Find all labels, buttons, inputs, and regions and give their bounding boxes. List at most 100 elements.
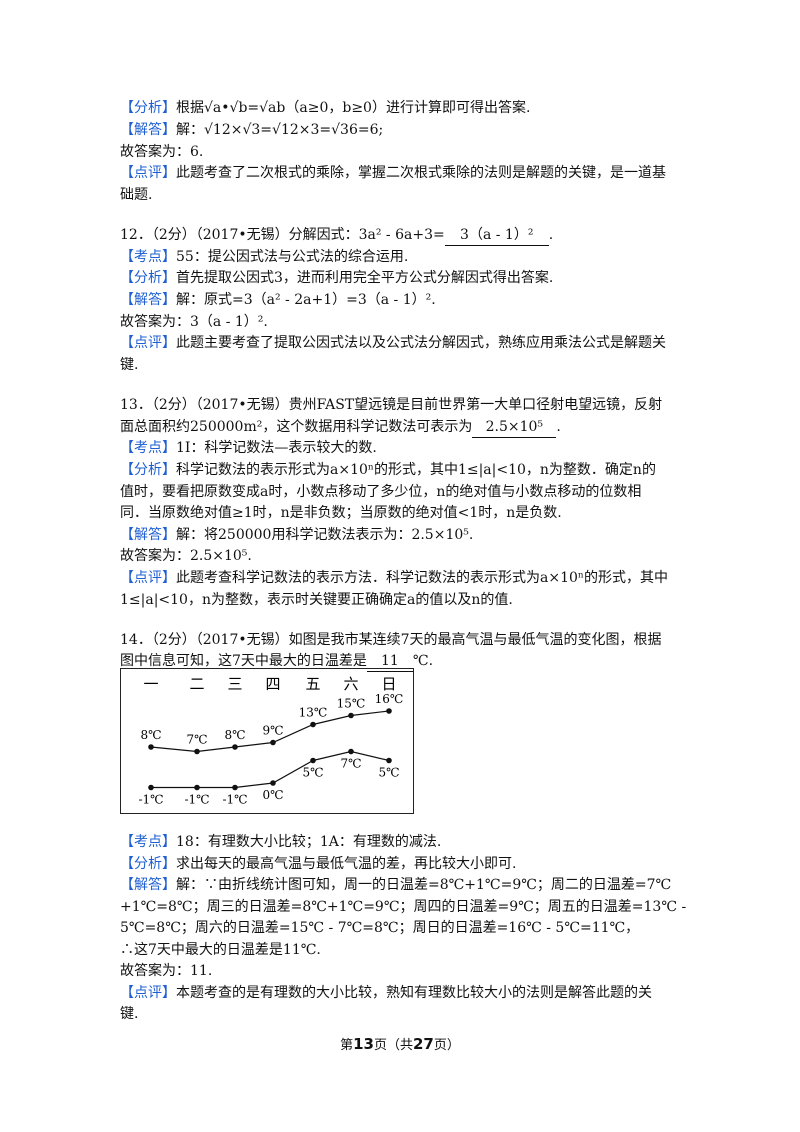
page-footer: 第13页（共27页） <box>0 1034 800 1053</box>
low-temp-label: 0℃ <box>262 788 283 802</box>
day-label: 日 <box>381 675 396 693</box>
q12-point: 【考点】55：提公因式法与公式法的综合运用. <box>120 247 690 267</box>
footer-mid: 页（共 <box>373 1038 413 1053</box>
q12-comment: 【点评】此题主要考查了提取公因式法以及公式法分解因式，熟练应用乘法公式是解题关 <box>120 333 690 353</box>
high-temp-point <box>386 708 392 714</box>
high-temp-label: 13℃ <box>299 706 328 720</box>
comment-tag: 【点评】 <box>120 985 176 1001</box>
q13-analysis-cont-1: 值时，要看把原数变成a时，小数点移动了多少位，n的绝对值与小数点移动的位数相 <box>120 484 642 500</box>
stem-text: 图中信息可知，这7天中最大的日温差是 <box>120 653 367 669</box>
low-temp-point <box>348 748 354 755</box>
q14-comment: 【点评】本题考查的是有理数的大小比较，熟知有理数比较大小的法则是解答此题的关 <box>120 983 690 1003</box>
low-temp-label: -1℃ <box>138 793 163 807</box>
stem-text: 面总面积约250000m²，这个数据用科学记数法可表示为 <box>120 419 473 435</box>
q14-solution-cont-1: +1℃=8℃；周三的日温差=8℃+1℃=9℃；周四的日温差=9℃；周五的日温差=… <box>120 899 687 915</box>
low-temp-point <box>386 757 392 764</box>
temperature-chart-svg: 一 二 三 四 五 六 日 8℃ 7℃ 8℃ 9℃ 13℃ 15℃ 16℃ -1℃ -1℃ -1℃ 0℃ 5℃ 7℃ 5… <box>138 675 404 807</box>
day-label: 五 <box>305 675 320 693</box>
high-temp-label: 8℃ <box>224 728 245 742</box>
q14-answer: 故答案为：11. <box>120 963 213 979</box>
q14-solution: 【解答】解：∵由折线统计图可知，周一的日温差=8℃+1℃=9℃；周二的日温差=7… <box>120 875 690 895</box>
low-temp-label: 5℃ <box>302 766 323 780</box>
comment-text: 此题考查了二次根式的乘除，掌握二次根式乘除的法则是解题的关键，是一道基 <box>176 165 666 181</box>
day-label: 六 <box>343 675 358 693</box>
low-temp-point <box>194 784 200 791</box>
q14-conclusion: ∴这7天中最大的日温差是11℃. <box>120 942 321 958</box>
analysis-tag: 【分析】 <box>120 270 176 286</box>
q13-analysis-cont-2: 同．当原数绝对值≥1时，n是非负数；当原数的绝对值<1时，n是负数. <box>120 505 562 521</box>
analysis-text: 求出每天的最高气温与最低气温的差，再比较大小即可. <box>176 856 517 872</box>
day-label: 三 <box>227 675 242 693</box>
high-temp-point <box>348 712 354 719</box>
q14-point: 【考点】18：有理数大小比较；1A：有理数的减法. <box>120 832 690 852</box>
q14-stem-2: 图中信息可知，这7天中最大的日温差是 11 ℃. <box>120 651 690 672</box>
answer-blank: 11 <box>366 651 413 672</box>
comment-tag: 【点评】 <box>120 335 176 351</box>
high-temp-label: 9℃ <box>262 724 283 738</box>
low-temp-point <box>310 757 316 764</box>
low-temp-label: -1℃ <box>222 793 247 807</box>
q13-point: 【考点】1I：科学记数法—表示较大的数. <box>120 438 690 458</box>
q13-comment: 【点评】此题考查科学记数法的表示方法．科学记数法的表示形式为a×10ⁿ的形式，其… <box>120 568 690 588</box>
total-pages: 27 <box>413 1035 434 1053</box>
q11-answer: 故答案为：6. <box>120 144 204 160</box>
analysis-tag: 【分析】 <box>120 856 176 872</box>
stem-text: 12．（2分）（2017•无锡）分解因式：3a² - 6a+3= <box>120 227 445 243</box>
q12-stem: 12．（2分）（2017•无锡）分解因式：3a² - 6a+3= 3（a - 1）… <box>120 225 690 246</box>
q13-comment-cont: 1≤|a|<10，n为整数，表示时关键要正确确定a的值以及n的值. <box>120 592 513 608</box>
q13-stem-1: 13．（2分）（2017•无锡）贵州FAST望远镜是目前世界第一大单口径射电望远… <box>120 397 663 413</box>
high-temp-label: 8℃ <box>140 728 161 742</box>
q13-analysis: 【分析】科学记数法的表示形式为a×10ⁿ的形式，其中1≤|a|<10，n为整数．… <box>120 460 690 480</box>
q13-answer: 故答案为：2.5×10⁵. <box>120 548 252 564</box>
point-text: 18：有理数大小比较；1A：有理数的减法. <box>176 834 442 850</box>
day-label: 二 <box>189 675 204 693</box>
q11-comment: 【点评】此题考查了二次根式的乘除，掌握二次根式乘除的法则是解题的关键，是一道基 <box>120 163 690 183</box>
q11-comment-cont: 础题. <box>120 187 153 203</box>
analysis-tag: 【分析】 <box>120 100 176 116</box>
comment-text: 此题主要考查了提取公因式法以及公式法分解因式，熟练应用乘法公式是解题关 <box>176 335 666 351</box>
comment-text: 本题考查的是有理数的大小比较，熟知有理数比较大小的法则是解答此题的关 <box>176 985 652 1001</box>
point-tag: 【考点】 <box>120 249 176 265</box>
stem-end: ℃. <box>412 653 434 669</box>
high-temp-label: 7℃ <box>186 733 207 747</box>
day-label: 四 <box>265 675 280 693</box>
high-temp-point <box>270 739 276 746</box>
stem-end: . <box>556 419 561 435</box>
q14-comment-cont: 键. <box>120 1006 139 1022</box>
stem-end: . <box>548 227 554 243</box>
solution-text: 解：∵由折线统计图可知，周一的日温差=8℃+1℃=9℃；周二的日温差=7℃ <box>176 877 672 893</box>
page-number: 13 <box>353 1035 374 1053</box>
point-tag: 【考点】 <box>120 834 176 850</box>
answer-blank: 2.5×10⁵ <box>472 417 557 438</box>
q12-answer: 故答案为：3（a - 1）². <box>120 314 268 330</box>
high-temp-label: 15℃ <box>337 697 366 711</box>
analysis-text: 首先提取公因式3，进而利用完全平方公式分解因式得出答案. <box>176 270 554 286</box>
solution-tag: 【解答】 <box>120 122 176 138</box>
solution-text: 解：原式=3（a² - 2a+1）=3（a - 1）². <box>176 292 436 308</box>
high-temp-label: 16℃ <box>375 692 404 706</box>
comment-tag: 【点评】 <box>120 570 176 586</box>
high-temp-point <box>310 721 316 728</box>
low-temp-label: 5℃ <box>378 766 399 780</box>
high-temp-point <box>148 744 154 750</box>
q12-comment-cont: 键. <box>120 357 139 373</box>
q14-stem-1: 14．（2分）（2017•无锡）如图是我市某连续7天的最高气温与最低气温的变化图… <box>120 632 662 648</box>
temperature-chart: 一 二 三 四 五 六 日 8℃ 7℃ 8℃ 9℃ 13℃ 15℃ 16℃ -1℃ -1℃ -1℃ 0℃ 5℃ 7℃ 5… <box>120 668 414 814</box>
footer-prefix: 第 <box>340 1038 354 1053</box>
solution-text: 解：√12×√3=√12×3=√36=6; <box>176 122 384 138</box>
low-temp-point <box>148 784 154 791</box>
solution-tag: 【解答】 <box>120 292 176 308</box>
analysis-text: 根据√a•√b=√ab（a≥0，b≥0）进行计算即可得出答案. <box>176 100 531 116</box>
solution-tag: 【解答】 <box>120 877 176 893</box>
analysis-tag: 【分析】 <box>120 462 176 478</box>
analysis-text: 科学记数法的表示形式为a×10ⁿ的形式，其中1≤|a|<10，n为整数．确定n的 <box>176 462 656 478</box>
q14-solution-cont-2: 5℃=8℃；周六的日温差=15℃ - 7℃=8℃；周日的日温差=16℃ - 5℃… <box>120 920 640 936</box>
low-temp-point <box>232 784 238 791</box>
low-temp-label: -1℃ <box>184 793 209 807</box>
comment-text: 此题考查科学记数法的表示方法．科学记数法的表示形式为a×10ⁿ的形式，其中 <box>176 570 668 586</box>
q13-stem-2: 面总面积约250000m²，这个数据用科学记数法可表示为 2.5×10⁵. <box>120 417 690 438</box>
footer-suffix: 页） <box>433 1038 460 1053</box>
solution-text: 解：将250000用科学记数法表示为：2.5×10⁵. <box>176 527 474 543</box>
high-temp-point <box>194 748 200 755</box>
